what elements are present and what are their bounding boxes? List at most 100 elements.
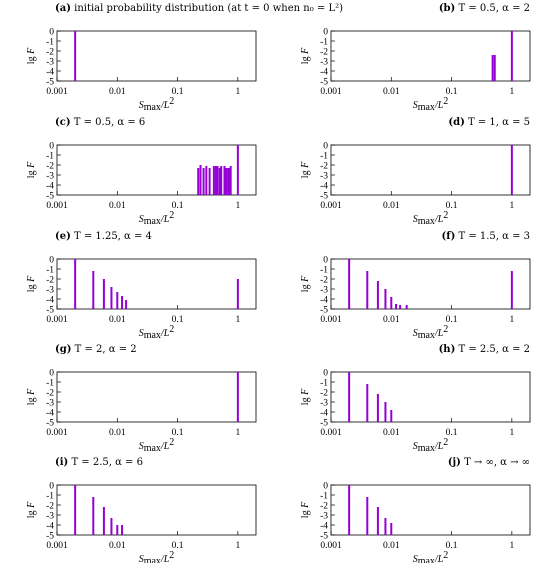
panel-title-text: T = 1.5, α = 3 [455,231,530,242]
y-axis-label-main: lg [26,168,37,178]
x-axis-label-rest: /L [434,328,444,339]
panel-title-tag: (h) [439,344,456,355]
y-tick-label: -4 [320,521,328,531]
y-axis-label: lg F [26,47,37,64]
x-axis-label-rest: /L [434,100,444,111]
y-tick-label: -4 [46,67,54,77]
plot-frame [56,144,257,196]
x-axis-label: Smax/L2 [139,437,175,454]
x-axis-label-main: S [139,441,144,452]
y-axis-label-main: lg [300,54,311,64]
y-axis-label: lg F [300,275,311,292]
y-tick-label: -4 [320,295,328,305]
y-tick-label: -2 [320,275,328,285]
y-axis-label: lg F [26,388,37,405]
x-axis-label-rest: /L [160,214,170,225]
panel-i: (i) T = 2.5, α = 6 0-1-2-3-4-50.001 0.01 0.… [26,457,257,563]
y-tick-label: -2 [320,501,328,511]
panel-title-text: T = 1.25, α = 4 [71,231,152,242]
y-axis-label: lg F [300,47,311,64]
x-axis-label: Smax/L2 [413,96,449,113]
x-axis-label-main: S [139,100,144,111]
panel-title-tag: (g) [55,344,71,355]
panel-title-text: T = 0.5, α = 2 [455,3,530,14]
y-tick-label: -2 [46,47,54,57]
y-axis-label: lg F [26,501,37,518]
panel-title-tag: (e) [55,231,71,242]
x-tick-label: 0.001 [46,541,68,551]
x-axis-label-sup: 2 [169,324,174,335]
x-tick-label: 1 [235,87,240,97]
y-tick-label: -1 [320,491,328,501]
y-axis-label-var: F [300,501,311,509]
panel-d: (d) T = 1, α = 5 0-1-2-3-4-50.001 0.01 0.1 1… [300,117,531,227]
y-axis-label-var: F [26,388,37,396]
x-axis-label-main: S [413,214,418,225]
x-axis-label-sub: max [144,556,161,563]
panel-title-tag: (d) [448,117,464,128]
y-tick-label: -3 [46,285,54,295]
x-axis-label-sub: max [144,330,161,341]
y-tick-label: -1 [320,265,328,275]
y-tick-label: 0 [323,27,328,37]
y-tick-label: -2 [320,161,328,171]
y-tick-label: -4 [320,67,328,77]
x-tick-label: 0.01 [109,541,126,551]
panel-g: (g) T = 2, α = 2 0-1-2-3-4-50.001 0.01 0.1 1… [26,344,257,454]
x-tick-label: 0.1 [172,541,184,551]
y-tick-label: -5 [320,305,328,315]
x-tick-label: 0.1 [172,87,184,97]
x-axis-label-sub: max [418,443,435,454]
panel-title: (f) T = 1.5, α = 3 [442,231,530,242]
x-tick-label: 1 [509,87,514,97]
y-tick-label: -5 [46,77,54,87]
y-tick-label: 0 [49,481,54,491]
x-tick-label: 1 [235,201,240,211]
panel-title-tag: (f) [442,231,456,242]
panel-title-text: T = 0.5, α = 6 [71,117,146,128]
x-axis-label: Smax/L2 [139,210,175,227]
y-axis-label-main: lg [26,395,37,405]
panel-title: (e) T = 1.25, α = 4 [55,231,152,242]
panel-j: (j) T → ∞, α → ∞ 0-1-2-3-4-50.001 0.01 0.1 1… [300,457,531,563]
x-tick-label: 0.001 [320,428,342,438]
x-tick-label: 1 [235,428,240,438]
y-tick-label: -1 [46,37,54,47]
plot-frame [330,144,531,196]
y-tick-label: -5 [46,418,54,428]
x-tick-label: 0.01 [109,87,126,97]
y-axis-label: lg F [300,388,311,405]
y-tick-label: 0 [49,27,54,37]
y-axis-label-main: lg [300,282,311,292]
x-tick-label: 0.001 [46,201,68,211]
y-axis-label-main: lg [26,54,37,64]
x-axis-label-sup: 2 [443,210,448,221]
x-axis-label: Smax/L2 [413,210,449,227]
x-axis-label-sup: 2 [443,550,448,561]
plot-frame [330,258,531,310]
x-axis-label: Smax/L2 [413,324,449,341]
y-axis-label-main: lg [26,508,37,518]
y-tick-label: -1 [46,265,54,275]
x-tick-label: 0.1 [172,315,184,325]
panel-title: (h) T = 2.5, α = 2 [439,344,530,355]
plot-frame [330,30,531,82]
y-axis-label-main: lg [300,395,311,405]
panel-title-tag: (a) [55,3,71,14]
x-tick-label: 0.01 [383,541,400,551]
y-axis-label-main: lg [300,508,311,518]
y-axis-label-var: F [26,47,37,55]
y-tick-label: -4 [320,408,328,418]
x-axis-label-sup: 2 [443,437,448,448]
y-tick-label: -4 [320,181,328,191]
x-axis-label-sub: max [144,443,161,454]
x-tick-label: 0.1 [446,315,458,325]
y-tick-label: -3 [320,171,328,181]
x-tick-label: 0.001 [320,541,342,551]
plot-frame [56,258,257,310]
y-tick-label: -5 [46,191,54,201]
y-axis-label-main: lg [300,168,311,178]
x-axis-label-sup: 2 [169,210,174,221]
x-axis-label-main: S [139,554,144,563]
x-tick-label: 0.01 [383,315,400,325]
